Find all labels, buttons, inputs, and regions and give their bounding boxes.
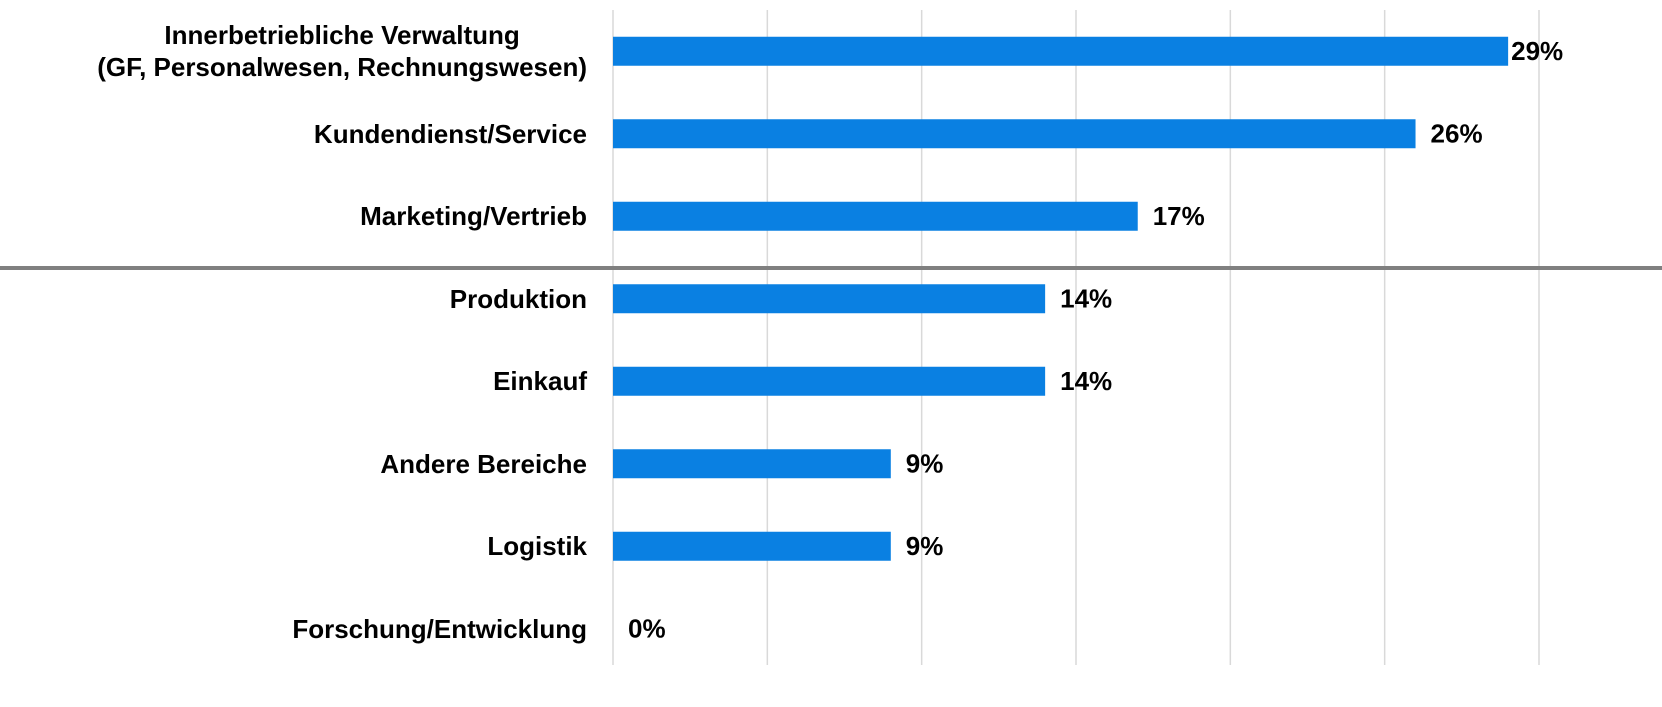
bar bbox=[613, 531, 891, 561]
category-label: Innerbetriebliche Verwaltung (GF, Person… bbox=[97, 20, 587, 83]
category-label: Kundendienst/Service bbox=[313, 118, 587, 149]
value-label: 9% bbox=[906, 531, 944, 561]
bar bbox=[613, 449, 891, 479]
category-label: Marketing/Vertrieb bbox=[360, 201, 587, 232]
bar bbox=[613, 366, 1046, 396]
bar bbox=[613, 119, 1416, 149]
value-label: 0% bbox=[628, 614, 666, 644]
category-label: Logistik bbox=[487, 531, 587, 562]
bar bbox=[613, 284, 1046, 314]
value-label: 14% bbox=[1060, 366, 1112, 396]
value-label: 17% bbox=[1153, 201, 1205, 231]
bar bbox=[613, 201, 1138, 231]
category-label: Produktion bbox=[449, 283, 587, 314]
bar bbox=[613, 36, 1509, 66]
category-label: Einkauf bbox=[493, 366, 587, 397]
value-label: 9% bbox=[906, 449, 944, 479]
value-label: 29% bbox=[1511, 36, 1563, 66]
value-label: 14% bbox=[1060, 284, 1112, 314]
category-label: Andere Bereiche bbox=[380, 448, 587, 479]
value-label: 26% bbox=[1431, 119, 1483, 149]
category-label: Forschung/Entwicklung bbox=[292, 613, 587, 644]
